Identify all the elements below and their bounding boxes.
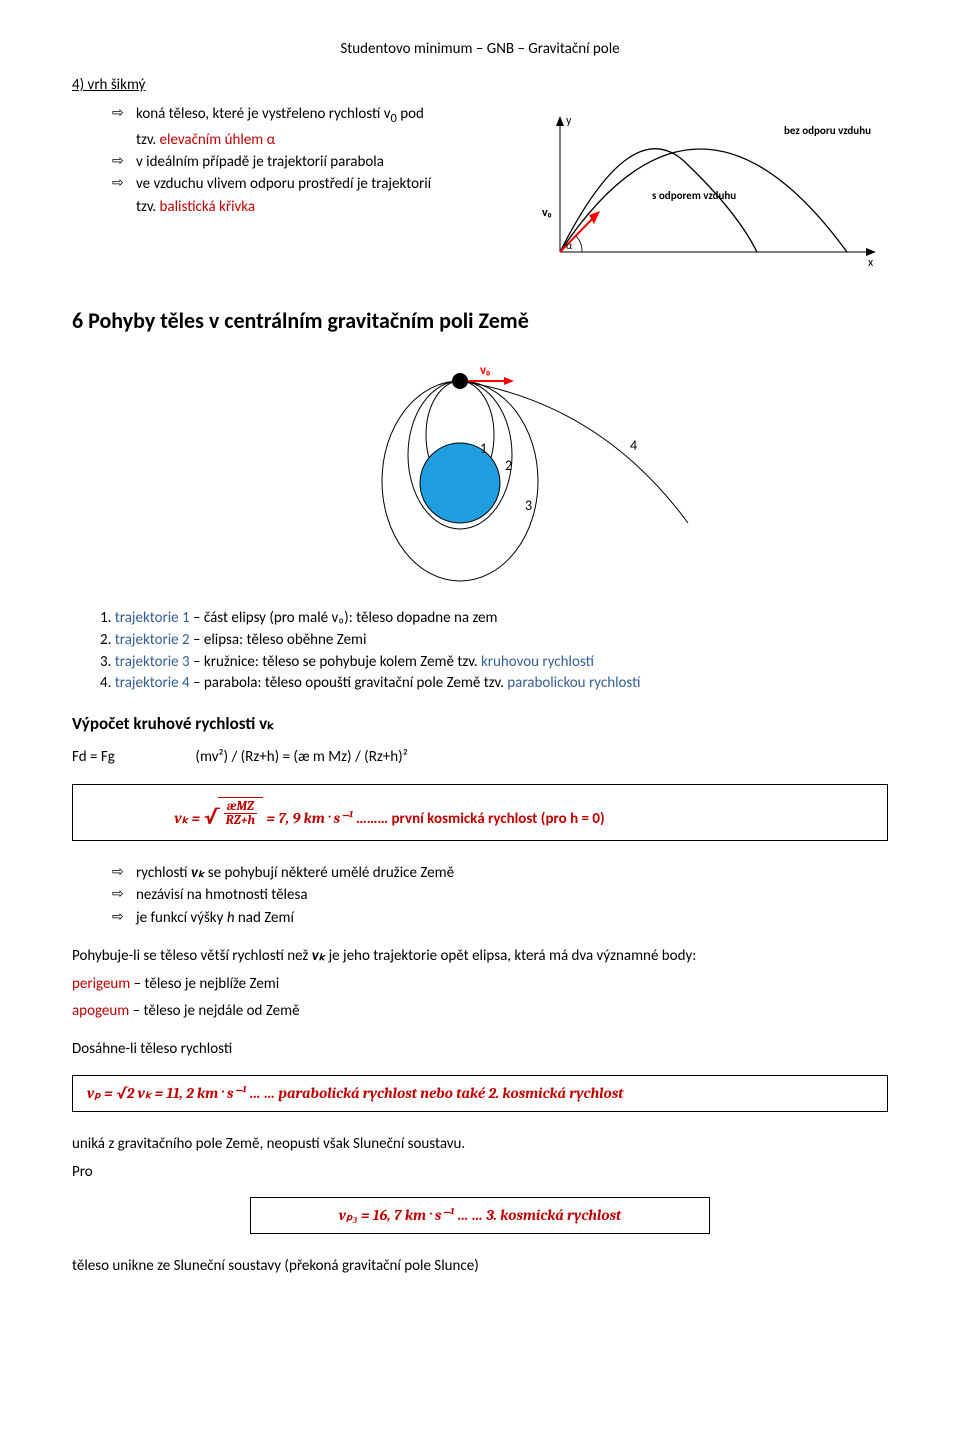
orbit-diagram: v₀ 1 2 3 4 <box>72 348 888 588</box>
text: – těleso je nejblíže Zemi <box>130 975 279 993</box>
text: – elipsa: těleso oběhne Zemi <box>193 631 366 649</box>
bullet-item: je funkcí výšky h nad Zemí <box>112 908 888 928</box>
paragraph: Pohybuje-li se těleso větší rychlostí ne… <box>72 946 888 968</box>
text: je funkcí výšky <box>136 909 227 927</box>
text: … … 3. kosmická rychlost <box>457 1206 621 1224</box>
text: se pohybují některé umělé družice Země <box>204 864 454 882</box>
bullet-item: v ideálním případě je trajektorií parabo… <box>112 152 512 172</box>
text: h <box>227 909 235 927</box>
text: vₖ = <box>174 809 203 827</box>
text: vₖ <box>191 864 204 882</box>
v0-label: v₀ <box>542 206 552 220</box>
bullet-continuation: tzv. elevačním úhlem α <box>112 130 512 150</box>
bullet-item: rychlostí vₖ se pohybují některé umělé d… <box>112 863 888 883</box>
section-4-row: koná těleso, které je vystřeleno rychlos… <box>72 104 888 279</box>
paragraph: Dosáhne-li těleso rychlosti <box>72 1039 888 1061</box>
text: Pohybuje-li se těleso větší rychlostí ne… <box>72 947 312 965</box>
bullets-2: rychlostí vₖ se pohybují některé umělé d… <box>72 863 888 928</box>
section-4-title: 4) vrh šikmý <box>72 76 888 94</box>
text: = 7, 9 km · s⁻¹ <box>266 809 352 827</box>
sqrt-icon: æMZ RZ+h <box>203 797 263 827</box>
fraction: æMZ RZ+h <box>222 800 259 827</box>
page-title: Studentovo minimum – GNB – Gravitační po… <box>72 40 888 58</box>
no-drag-label: bez odporu vzduhu <box>784 124 871 137</box>
text: koná těleso, které je vystřeleno rychlos… <box>136 105 390 123</box>
text: 4. <box>100 674 115 692</box>
text: ……… první kosmická rychlost (pro h = 0) <box>356 810 605 828</box>
page: Studentovo minimum – GNB – Gravitační po… <box>0 0 960 1344</box>
section-4-bullets: koná těleso, které je vystřeleno rychlos… <box>72 104 512 219</box>
list-item: 4. trajektorie 4 – parabola: těleso opou… <box>100 673 888 695</box>
formula: vₚ₃ = 16, 7 km · s⁻¹ <box>339 1206 454 1224</box>
denominator: RZ+h <box>224 814 257 827</box>
paragraph: perigeum – těleso je nejblíže Zemi <box>72 974 888 996</box>
orbit-svg: v₀ 1 2 3 4 <box>270 348 690 588</box>
text: rychlostí <box>136 864 191 882</box>
formula-box-vp3: vₚ₃ = 16, 7 km · s⁻¹ … … 3. kosmická ryc… <box>250 1197 710 1234</box>
text: 2. <box>100 631 115 649</box>
orbit-label-2: 2 <box>505 457 512 474</box>
numerator: æMZ <box>224 800 257 814</box>
text-highlight: elevačním úhlem α <box>160 131 276 149</box>
text: vₖ <box>312 947 325 965</box>
paragraph: těleso unikne ze Sluneční soustavy (přek… <box>72 1256 888 1278</box>
formula: vₚ = √2 vₖ = 11, 2 km · s⁻¹ <box>87 1084 246 1102</box>
text-highlight: balistická křivka <box>160 198 256 216</box>
equation-fd-fg: Fd = Fg (mv²) / (Rz+h) = (æ m Mz) / (Rz+… <box>72 748 888 766</box>
text-highlight: trajektorie 3 <box>115 653 193 671</box>
text-highlight: parabolickou rychlostí <box>507 674 640 692</box>
trajectory-svg: y x bez odporu vzduhu s odporem vzduhu v… <box>522 104 882 274</box>
text-highlight: trajektorie 2 <box>115 631 193 649</box>
axis-x-label: x <box>868 256 874 270</box>
drag-label: s odporem vzduhu <box>652 189 736 202</box>
text: – těleso je nejdále od Země <box>129 1002 299 1020</box>
bullet-item: nezávisí na hmotnosti tělesa <box>112 885 888 905</box>
equation-rhs: (mv²) / (Rz+h) = (æ m Mz) / (Rz+h)² <box>195 748 407 766</box>
text: – část elipsy (pro malé v₀): těleso dopa… <box>193 609 497 627</box>
list-item: 3. trajektorie 3 – kružnice: těleso se p… <box>100 652 888 674</box>
orbit-label-1: 1 <box>480 440 487 457</box>
text-highlight: kruhovou rychlostí <box>481 653 594 671</box>
trajectory-list: 1. trajektorie 1 – část elipsy (pro malé… <box>72 608 888 695</box>
text: tzv. <box>136 198 160 216</box>
text: je jeho trajektorie opět elipsa, která m… <box>325 947 696 965</box>
text: … … parabolická rychlost nebo také 2. ko… <box>250 1084 624 1102</box>
text-highlight: apogeum <box>72 1002 129 1020</box>
bullet-continuation: tzv. balistická křivka <box>112 197 512 217</box>
bullet-item: koná těleso, které je vystřeleno rychlos… <box>112 104 512 128</box>
section-6-title: 6 Pohyby těles v centrálním gravitačním … <box>72 307 888 334</box>
equation-lhs: Fd = Fg <box>72 748 192 766</box>
alpha-label: α <box>566 239 573 252</box>
vk-heading: Výpočet kruhové rychlosti vₖ <box>72 713 888 734</box>
axis-y-label: y <box>566 114 572 128</box>
text: pod <box>397 105 424 123</box>
paragraph: Pro <box>72 1162 888 1184</box>
formula: vₖ = æMZ RZ+h = 7, 9 km · s⁻¹ <box>174 809 356 827</box>
trajectory-diagram: y x bez odporu vzduhu s odporem vzduhu v… <box>522 104 882 279</box>
text: – kružnice: těleso se pohybuje kolem Zem… <box>193 653 481 671</box>
text-highlight: perigeum <box>72 975 130 993</box>
paragraph: uniká z gravitačního pole Země, neopustí… <box>72 1134 888 1156</box>
formula-box-vp: vₚ = √2 vₖ = 11, 2 km · s⁻¹ … … paraboli… <box>72 1075 888 1112</box>
text: 3. <box>100 653 115 671</box>
text: – parabola: těleso opouští gravitační po… <box>193 674 507 692</box>
text-highlight: trajektorie 4 <box>115 674 193 692</box>
orbit-v0-label: v₀ <box>480 363 491 378</box>
bullet-item: ve vzduchu vlivem odporu prostředí je tr… <box>112 174 512 194</box>
text: nad Zemí <box>235 909 294 927</box>
orbit-label-3: 3 <box>525 497 532 514</box>
formula-box-vk: vₖ = æMZ RZ+h = 7, 9 km · s⁻¹ ……… první … <box>72 784 888 841</box>
text: 1. <box>100 609 115 627</box>
paragraph: apogeum – těleso je nejdále od Země <box>72 1001 888 1023</box>
orbit-label-4: 4 <box>630 437 637 454</box>
text: tzv. <box>136 131 160 149</box>
list-item: 2. trajektorie 2 – elipsa: těleso oběhne… <box>100 630 888 652</box>
text-highlight: trajektorie 1 <box>115 609 193 627</box>
list-item: 1. trajektorie 1 – část elipsy (pro malé… <box>100 608 888 630</box>
